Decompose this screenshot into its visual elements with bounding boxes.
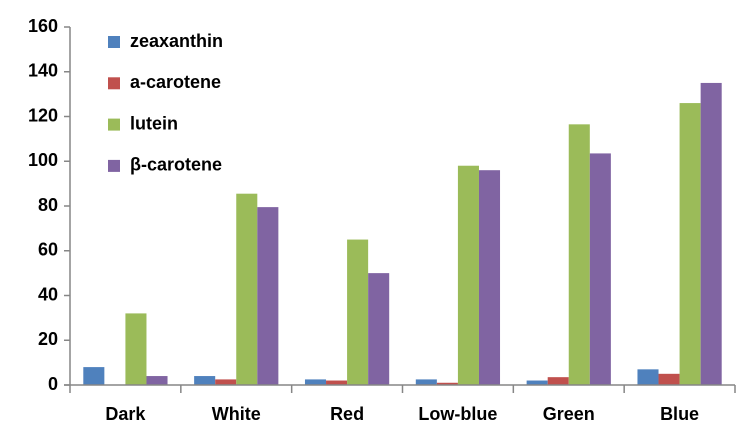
y-tick-label: 20: [38, 329, 58, 349]
y-tick-label: 0: [48, 374, 58, 394]
y-tick-label: 80: [38, 195, 58, 215]
bar: [589, 153, 611, 385]
x-tick-label: Red: [330, 404, 364, 424]
bar: [568, 124, 590, 386]
y-tick-label: 160: [28, 16, 58, 36]
bar: [478, 170, 501, 385]
x-tick-label: Blue: [660, 404, 699, 424]
bar: [146, 376, 168, 385]
bar: [457, 165, 479, 385]
bar: [304, 379, 327, 385]
bar: [347, 239, 369, 385]
bar: [326, 380, 348, 385]
legend-label: zeaxanthin: [130, 31, 223, 51]
legend-swatch: [108, 159, 120, 172]
bar: [415, 379, 437, 385]
bar: [679, 103, 701, 385]
x-tick-label: Low-blue: [418, 404, 497, 424]
y-tick-label: 140: [28, 61, 58, 81]
bar: [700, 82, 722, 385]
x-tick-label: Dark: [105, 404, 146, 424]
bar: [236, 193, 258, 385]
legend-label: lutein: [130, 113, 178, 133]
legend-swatch: [108, 77, 120, 90]
bar: [658, 373, 680, 385]
y-tick-label: 60: [38, 240, 58, 260]
bar: [257, 207, 279, 385]
legend-label: β-carotene: [130, 155, 222, 175]
legend-swatch: [108, 118, 120, 131]
legend-swatch: [108, 36, 120, 48]
bar: [194, 376, 216, 385]
bar: [637, 369, 659, 385]
bar: [125, 313, 147, 385]
bar: [526, 380, 548, 385]
bar: [368, 273, 390, 385]
legend-label: a-carotene: [130, 72, 221, 92]
y-tick-label: 120: [28, 105, 58, 125]
bar: [215, 379, 237, 385]
y-tick-label: 40: [38, 284, 58, 304]
bar: [83, 367, 105, 385]
x-tick-label: Green: [543, 404, 595, 424]
bar: [436, 382, 458, 385]
bar: [547, 377, 569, 385]
y-tick-label: 100: [28, 150, 58, 170]
x-tick-label: White: [212, 404, 261, 424]
